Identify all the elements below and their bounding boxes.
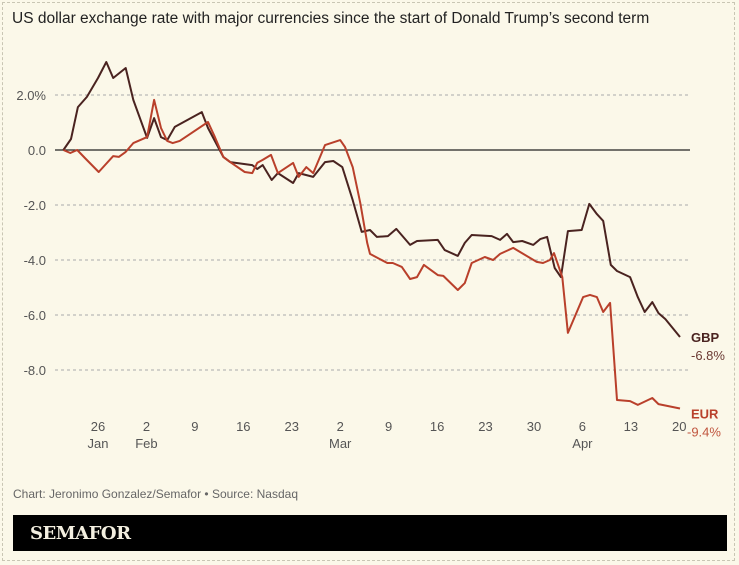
x-tick-label: 13 [624, 419, 638, 434]
brand-banner: SEMAFOR [13, 515, 727, 551]
y-tick-label: -6.0 [24, 308, 46, 323]
series-line-eur [63, 98, 681, 410]
x-tick-label: 23 [478, 419, 492, 434]
x-month-label: Mar [329, 436, 352, 451]
y-tick-label: 0.0 [28, 143, 46, 158]
y-tick-label: -4.0 [24, 253, 46, 268]
series-label-gbp: GBP [691, 330, 720, 345]
x-tick-label: 9 [385, 419, 392, 434]
y-tick-label: -2.0 [24, 198, 46, 213]
source-note: Chart: Jeronimo Gonzalez/Semafor • Sourc… [13, 487, 298, 501]
series-line-gbp [62, 61, 681, 338]
semafor-logo: SEMAFOR [30, 523, 131, 544]
series-end-value: -6.8% [691, 348, 725, 363]
chart-title: US dollar exchange rate with major curre… [12, 10, 650, 27]
x-month-label: Apr [572, 436, 593, 451]
x-tick-label: 6 [579, 419, 586, 434]
x-tick-label: 2 [337, 419, 344, 434]
line-chart: 2.0% 0.0 -2.0 -4.0 -6.0 -8.0 26 Jan 2 Feb 9 16 23 2 Ma… [16, 61, 725, 451]
x-tick-label: 9 [191, 419, 198, 434]
series-end-value: -9.4% [687, 425, 721, 440]
y-tick-label: -8.0 [24, 363, 46, 378]
x-tick-label: 26 [91, 419, 105, 434]
y-tick-label: 2.0% [16, 88, 46, 103]
x-tick-label: 23 [285, 419, 299, 434]
x-tick-label: 20 [672, 419, 686, 434]
x-tick-label: 2 [143, 419, 150, 434]
x-tick-label: 30 [527, 419, 541, 434]
x-tick-label: 16 [236, 419, 250, 434]
x-tick-label: 16 [430, 419, 444, 434]
x-month-label: Jan [88, 436, 109, 451]
series-label-eur: EUR [691, 407, 719, 422]
x-month-label: Feb [135, 436, 157, 451]
